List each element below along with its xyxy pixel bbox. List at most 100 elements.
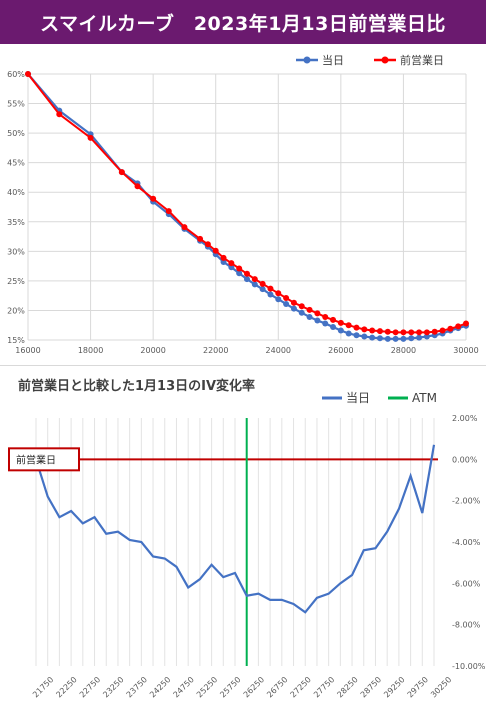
x-tick-label: 28000 [391, 346, 416, 355]
data-point-today [361, 333, 368, 340]
data-point-prev [212, 247, 219, 254]
series-line-today [34, 444, 436, 614]
x-tick-label: 22250 [54, 675, 78, 699]
x-tick-label: 16000 [15, 346, 40, 355]
data-point-prev [181, 224, 188, 231]
data-point-today [322, 320, 329, 327]
data-point-prev [283, 295, 290, 302]
data-point-prev [306, 306, 313, 313]
data-point-prev [204, 241, 211, 248]
data-point-today [416, 334, 423, 341]
data-point-prev [392, 329, 399, 336]
data-point-today [330, 323, 337, 330]
data-point-prev [244, 270, 250, 277]
data-point-prev [197, 235, 204, 242]
series-line-today [27, 73, 467, 340]
legend-label: ATM [412, 391, 437, 405]
smile-curve-svg: 15% 20% 25% 30% 35% 40% 45% 50% 55% 60% 16000 18000… [7, 53, 479, 355]
data-point-prev [87, 134, 94, 141]
y-tick-label: -10.00% [452, 662, 486, 671]
legend-marker [381, 56, 389, 64]
y-tick-label: 45% [7, 159, 25, 168]
data-point-today [314, 317, 321, 324]
data-point-today [275, 296, 282, 303]
data-point-today [290, 305, 297, 312]
data-point-prev [236, 265, 243, 272]
x-tick-label: 27250 [289, 675, 313, 699]
x-tick-label: 18000 [78, 346, 103, 355]
reference-label: 前営業日 [16, 453, 56, 466]
data-point-today [369, 334, 376, 341]
data-point-prev [290, 299, 297, 306]
data-point-today [267, 291, 274, 298]
series-line-prev [27, 73, 467, 334]
smile-curve-chart: 15% 20% 25% 30% 35% 40% 45% 50% 55% 60% 16000 18000… [0, 44, 486, 365]
data-point-prev [439, 327, 446, 334]
x-tick-label: 23250 [101, 675, 125, 699]
data-point-prev [423, 329, 430, 336]
x-tick-label: 20000 [140, 346, 165, 355]
x-tick-label: 26000 [328, 346, 353, 355]
x-tick-label: 24250 [148, 675, 172, 699]
data-point-today [408, 335, 415, 342]
data-point-prev [134, 183, 141, 190]
x-tick-label: 22750 [78, 675, 102, 699]
x-tick-label: 23750 [125, 675, 149, 699]
y-tick-label: 25% [7, 277, 25, 286]
x-tick-label: 26250 [242, 675, 266, 699]
y-tick-label: 50% [7, 129, 25, 138]
y-tick-label: 40% [7, 188, 25, 197]
data-point-prev [251, 276, 258, 283]
data-point-prev [431, 328, 438, 335]
y-tick-label: 20% [7, 306, 25, 315]
data-point-prev [408, 329, 415, 336]
data-point-prev [275, 290, 282, 297]
data-point-prev [267, 285, 274, 292]
data-point-prev [463, 320, 469, 327]
data-point-prev [118, 169, 125, 176]
data-point-prev [369, 327, 376, 334]
data-point-today [259, 286, 266, 293]
x-tick-label: 24000 [266, 346, 291, 355]
data-point-today [251, 281, 258, 288]
data-point-today [376, 335, 383, 342]
data-point-prev [314, 310, 321, 317]
data-point-today [220, 258, 227, 265]
y-tick-label: -8.00% [452, 621, 481, 630]
data-point-today [353, 332, 360, 339]
data-point-prev [337, 319, 344, 326]
data-point-today [228, 264, 235, 271]
data-point-today [306, 313, 313, 320]
x-tick-label: 21750 [31, 675, 55, 699]
data-point-prev [56, 111, 63, 118]
y-tick-label: -2.00% [452, 497, 481, 506]
x-tick-label: 29250 [382, 675, 406, 699]
data-point-today [423, 333, 430, 340]
data-point-prev [376, 328, 383, 335]
data-point-today [400, 335, 407, 342]
x-tick-label: 30250 [429, 675, 453, 699]
iv-change-svg: 前営業日と比較した1月13日のIV変化率 2.00% 0.00% -2.00% -4.0… [8, 378, 486, 699]
data-point-prev [447, 325, 454, 332]
data-point-prev [322, 313, 329, 320]
iv-change-chart: 前営業日と比較した1月13日のIV変化率 2.00% 0.00% -2.00% -4.0… [0, 366, 486, 703]
x-tick-label: 29750 [406, 675, 430, 699]
data-point-today [337, 327, 344, 334]
data-point-prev [259, 280, 266, 287]
y-tick-label: 15% [7, 336, 25, 345]
data-point-today [236, 270, 243, 277]
data-point-prev [353, 324, 360, 331]
x-tick-label: 26750 [265, 675, 289, 699]
data-point-prev [165, 208, 172, 215]
data-point-prev [330, 316, 337, 323]
data-point-prev [361, 326, 368, 333]
data-point-today [298, 309, 305, 316]
y-tick-label: 0.00% [452, 455, 478, 464]
data-point-today [392, 335, 399, 342]
legend-marker [303, 56, 311, 64]
data-point-prev [400, 329, 407, 336]
x-tick-label: 24750 [172, 675, 196, 699]
y-tick-label: 35% [7, 218, 25, 227]
data-point-today [283, 300, 290, 307]
data-point-prev [416, 329, 423, 336]
